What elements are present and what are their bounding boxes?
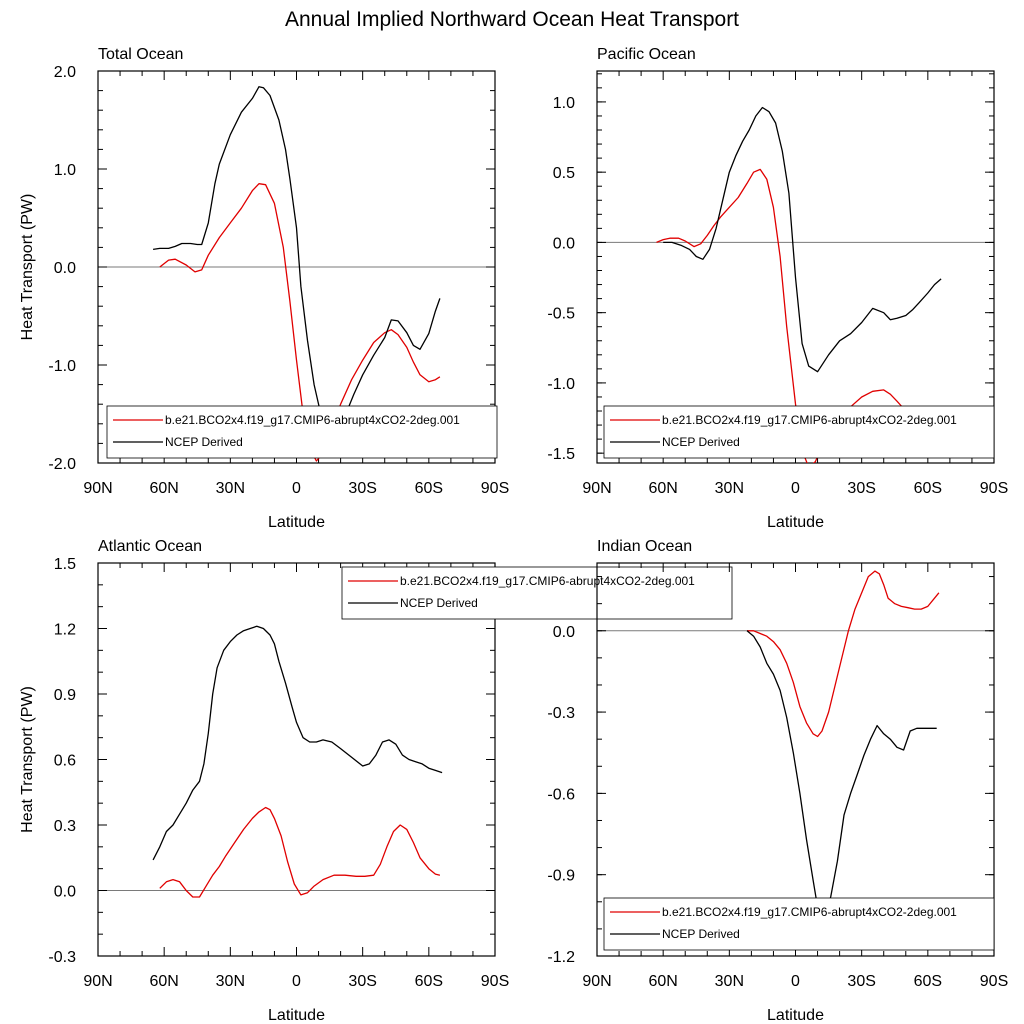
x-tick-label: 0	[791, 480, 800, 497]
y-tick-label: 0.0	[54, 884, 76, 901]
y-axis-label: Heat Transport (PW)	[19, 686, 36, 833]
x-tick-label: 0	[292, 480, 301, 497]
y-tick-label: 1.0	[54, 162, 76, 179]
y-tick-label: -1.0	[547, 376, 575, 393]
x-tick-label: 30S	[847, 973, 875, 990]
y-tick-label: 0.5	[553, 165, 575, 182]
legend-entry-label: b.e21.BCO2x4.f19_g17.CMIP6-abrupt4xCO2-2…	[165, 413, 460, 427]
x-tick-label: 90N	[83, 480, 112, 497]
x-tick-label: 60S	[914, 973, 942, 990]
y-tick-label: -2.0	[48, 456, 76, 473]
x-tick-label: 90N	[83, 973, 112, 990]
panel-title: Indian Ocean	[597, 538, 692, 555]
x-tick-label: 30N	[216, 973, 245, 990]
panel-title: Atlantic Ocean	[98, 538, 202, 555]
legend-entry-label: b.e21.BCO2x4.f19_g17.CMIP6-abrupt4xCO2-2…	[662, 905, 957, 919]
legend-box	[341, 566, 733, 620]
legend: b.e21.BCO2x4.f19_g17.CMIP6-abrupt4xCO2-2…	[106, 405, 498, 459]
legend: b.e21.BCO2x4.f19_g17.CMIP6-abrupt4xCO2-2…	[341, 566, 733, 620]
x-tick-label: 60N	[149, 480, 178, 497]
y-tick-label: 0.9	[54, 687, 76, 704]
legend-box	[603, 405, 995, 459]
panel-indian-ocean: Indian Ocean 90N 60N 30N 0 30S 60S 90S -1.2 -0.9 -…	[547, 538, 1008, 1024]
legend-entry-label: NCEP Derived	[662, 927, 740, 941]
legend-entry-label: NCEP Derived	[662, 435, 740, 449]
model-series-line	[159, 806, 441, 898]
panel-title: Total Ocean	[98, 46, 183, 63]
panel-pacific-ocean: Pacific Ocean 90N 60N 30N 0 30S 60S 90S -1.5 -1.0…	[547, 46, 1008, 531]
x-tick-label: 30S	[348, 480, 376, 497]
y-tick-label: -1.5	[547, 446, 575, 463]
x-tick-label: 60N	[149, 973, 178, 990]
x-tick-label: 90S	[980, 973, 1008, 990]
legend-box	[106, 405, 498, 459]
panel-total-ocean: Total Ocean 90N 60N 30N 0 30S 60S 90S -2.0 -1.0 0.…	[19, 46, 509, 531]
y-tick-label: 0.0	[553, 235, 575, 252]
x-tick-label: 90N	[582, 480, 611, 497]
x-tick-label: 90S	[980, 480, 1008, 497]
x-tick-label: 90S	[481, 973, 509, 990]
x-tick-label: 30N	[715, 973, 744, 990]
ncep-derived-line	[153, 86, 441, 432]
y-tick-label: 1.5	[54, 556, 76, 573]
legend-entry-label: b.e21.BCO2x4.f19_g17.CMIP6-abrupt4xCO2-2…	[662, 413, 957, 427]
legend-entry-label: b.e21.BCO2x4.f19_g17.CMIP6-abrupt4xCO2-2…	[400, 574, 695, 588]
figure-title: Annual Implied Northward Ocean Heat Tran…	[285, 8, 739, 31]
y-axis-label: Heat Transport (PW)	[19, 194, 36, 341]
x-tick-label: 60S	[415, 480, 443, 497]
x-axis-label: Latitude	[767, 514, 824, 531]
legend: b.e21.BCO2x4.f19_g17.CMIP6-abrupt4xCO2-2…	[603, 405, 995, 459]
ncep-derived-line	[152, 625, 443, 861]
x-tick-label: 60N	[648, 480, 677, 497]
y-tick-label: 2.0	[54, 64, 76, 81]
panel-atlantic-ocean: Atlantic Ocean 90N 60N 30N 0 30S 60S 90S -0.3 0.0…	[19, 538, 733, 1024]
y-tick-label: -0.5	[547, 306, 575, 323]
x-tick-label: 60N	[648, 973, 677, 990]
x-axis-label: Latitude	[268, 514, 325, 531]
x-tick-label: 30N	[216, 480, 245, 497]
y-tick-label: 0.0	[54, 260, 76, 277]
y-tick-label: 1.0	[553, 95, 575, 112]
x-tick-label: 30N	[715, 480, 744, 497]
x-tick-label: 90N	[582, 973, 611, 990]
y-tick-label: -0.9	[547, 868, 575, 885]
x-tick-label: 90S	[481, 480, 509, 497]
y-tick-label: -0.3	[48, 949, 76, 966]
y-tick-label: -0.3	[547, 705, 575, 722]
ncep-derived-line	[663, 106, 942, 373]
model-series-line	[656, 168, 935, 463]
plot-frame	[596, 562, 995, 957]
y-tick-label: -0.6	[547, 786, 575, 803]
x-tick-label: 60S	[914, 480, 942, 497]
x-axis-label: Latitude	[767, 1007, 824, 1024]
y-tick-label: -1.2	[547, 949, 575, 966]
legend-entry-label: NCEP Derived	[165, 435, 243, 449]
panel-title: Pacific Ocean	[597, 46, 696, 63]
x-tick-label: 30S	[847, 480, 875, 497]
model-series-line	[747, 570, 940, 738]
x-tick-label: 60S	[415, 973, 443, 990]
x-tick-label: 30S	[348, 973, 376, 990]
legend-box	[603, 897, 995, 951]
y-tick-label: 0.0	[553, 624, 575, 641]
y-tick-label: 1.2	[54, 622, 76, 639]
ncep-derived-line	[746, 630, 937, 916]
y-tick-label: -1.0	[48, 358, 76, 375]
plot-frame	[97, 562, 496, 957]
legend: b.e21.BCO2x4.f19_g17.CMIP6-abrupt4xCO2-2…	[603, 897, 995, 951]
x-axis-label: Latitude	[268, 1007, 325, 1024]
x-tick-label: 0	[292, 973, 301, 990]
y-tick-label: 0.6	[54, 753, 76, 770]
y-tick-label: 0.3	[54, 818, 76, 835]
x-tick-label: 0	[791, 973, 800, 990]
legend-entry-label: NCEP Derived	[400, 596, 478, 610]
